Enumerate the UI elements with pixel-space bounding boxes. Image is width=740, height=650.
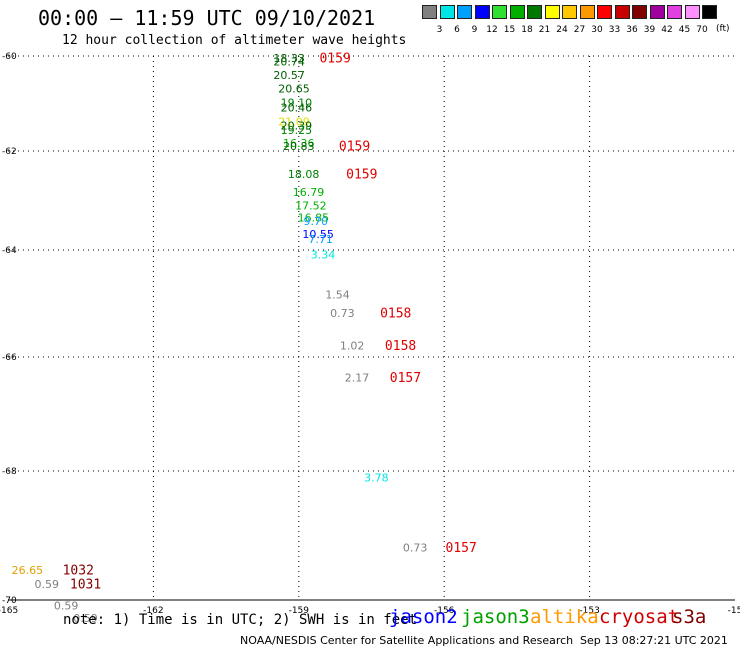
- wave-height-point: 26.65: [12, 564, 44, 577]
- satellite-label-cryosat: cryosat: [599, 606, 680, 628]
- x-tick-label: -156: [434, 606, 455, 616]
- wave-height-point: 20.65: [278, 83, 310, 96]
- legend-label: 18: [521, 25, 533, 35]
- legend-label: 27: [573, 25, 586, 35]
- y-tick-label: -60: [2, 52, 17, 62]
- legend-label: 42: [661, 25, 673, 35]
- legend-swatch: [632, 5, 647, 19]
- wave-height-point: 0.73: [403, 541, 428, 554]
- wave-height-point: 7.71: [308, 233, 333, 246]
- pass-time-label: 1032: [63, 563, 94, 578]
- pass-time-label: 0157: [446, 541, 477, 556]
- pass-time-label: 0159: [346, 167, 377, 182]
- pass-time-label: 0159: [319, 51, 350, 66]
- wave-height-point: 3.34: [311, 248, 336, 261]
- legend-label: 15: [503, 25, 516, 35]
- legend-unit: (ft): [716, 24, 730, 34]
- legend-swatch: [649, 5, 665, 19]
- satellite-label-altika: altika: [530, 606, 599, 628]
- x-tick-label: -153: [579, 606, 599, 616]
- legend-label: 36: [626, 25, 638, 35]
- wave-height-point: 20.74: [273, 56, 305, 69]
- wave-height-point: 0.73: [330, 307, 355, 320]
- satellite-label-s3a: s3a: [672, 606, 707, 628]
- legend-label: 21: [538, 25, 551, 35]
- legend-swatch: [509, 5, 525, 19]
- legend-label: 12: [486, 25, 498, 35]
- x-tick-label: -165: [0, 606, 18, 616]
- wave-height-point: 2.17: [345, 372, 370, 385]
- wave-height-point: 10.55: [302, 228, 334, 241]
- wave-height-point: 9.70: [304, 215, 329, 228]
- satellite-label-jason3: jason3: [461, 606, 530, 628]
- chart-title: 00:00 – 11:59 UTC 09/10/2021: [38, 6, 376, 30]
- legend-swatch: [474, 5, 490, 19]
- legend-swatch: [527, 5, 542, 19]
- x-tick-label: -162: [143, 606, 163, 616]
- wave-height-point: 0.59: [73, 612, 98, 625]
- pass-time-label: 1031: [70, 578, 101, 593]
- wave-height-point: 0.59: [35, 578, 60, 591]
- x-tick-label: -15: [728, 606, 740, 616]
- wave-height-point: 1.54: [325, 288, 350, 301]
- legend-swatch: [667, 5, 682, 19]
- y-tick-label: -68: [2, 467, 17, 477]
- pass-time-label: 0159: [339, 140, 370, 155]
- wave-height-point: 1.02: [340, 339, 365, 352]
- legend-swatch: [544, 5, 560, 19]
- wave-height-point: 0.59: [54, 599, 79, 612]
- pass-time-label: 0157: [390, 371, 421, 386]
- legend-swatch: [597, 5, 612, 19]
- legend-swatch: [492, 5, 507, 19]
- wave-height-point: 16.85: [298, 211, 330, 224]
- legend-swatch: [684, 5, 700, 19]
- wave-height-point: 20.39: [281, 119, 313, 132]
- legend-swatch: [422, 5, 437, 19]
- legend-label: 3: [436, 25, 443, 35]
- x-tick-label: -159: [289, 606, 310, 616]
- wave-height-point: 20.57: [273, 69, 305, 82]
- pass-time-label: 0158: [385, 339, 416, 354]
- legend-label: 45: [678, 25, 691, 35]
- wave-height-point: 3.78: [364, 472, 389, 485]
- legend-swatch: [614, 5, 630, 19]
- wave-height-point: 18.33: [273, 52, 305, 65]
- legend-label: 24: [556, 25, 568, 35]
- chart-subtitle: 12 hour collection of altimeter wave hei…: [62, 33, 407, 48]
- legend-swatch: [439, 5, 455, 19]
- legend-label: 39: [643, 25, 656, 35]
- footer-note: note: 1) Time is in UTC; 2) SWH is in fe…: [63, 612, 418, 628]
- wave-height-point: 17.52: [295, 199, 327, 212]
- legend-label: 70: [696, 25, 708, 35]
- y-tick-label: -70: [2, 596, 17, 606]
- wave-height-point: 20.46: [281, 101, 313, 114]
- credit-text: NOAA/NESDIS Center for Satellite Applica…: [240, 634, 574, 647]
- wave-height-point: 21.09: [278, 116, 310, 129]
- wave-height-point: 19.25: [281, 124, 313, 137]
- legend-swatch: [457, 5, 472, 19]
- wave-height-point: 16.36: [283, 137, 315, 150]
- legend-swatch: [562, 5, 577, 19]
- satellite-label-jason2: jason2: [389, 606, 458, 628]
- legend-label: 6: [454, 25, 460, 35]
- pass-time-label: 0158: [380, 307, 411, 322]
- legend-label: 9: [471, 25, 478, 35]
- credit-timestamp: Sep 13 08:27:21 UTC 2021: [580, 634, 728, 647]
- y-tick-label: -64: [2, 246, 17, 256]
- wave-height-point: 19.10: [281, 97, 313, 110]
- wave-height-point: 18.08: [288, 168, 320, 181]
- legend-label: 33: [608, 25, 621, 35]
- legend-swatch: [579, 5, 595, 19]
- legend-swatch: [702, 5, 717, 19]
- wave-height-point: 16.79: [293, 186, 325, 199]
- y-tick-label: -66: [2, 353, 17, 363]
- legend-label: 30: [591, 25, 603, 35]
- wave-height-point: 20.83: [283, 140, 315, 153]
- y-tick-label: -62: [2, 147, 17, 157]
